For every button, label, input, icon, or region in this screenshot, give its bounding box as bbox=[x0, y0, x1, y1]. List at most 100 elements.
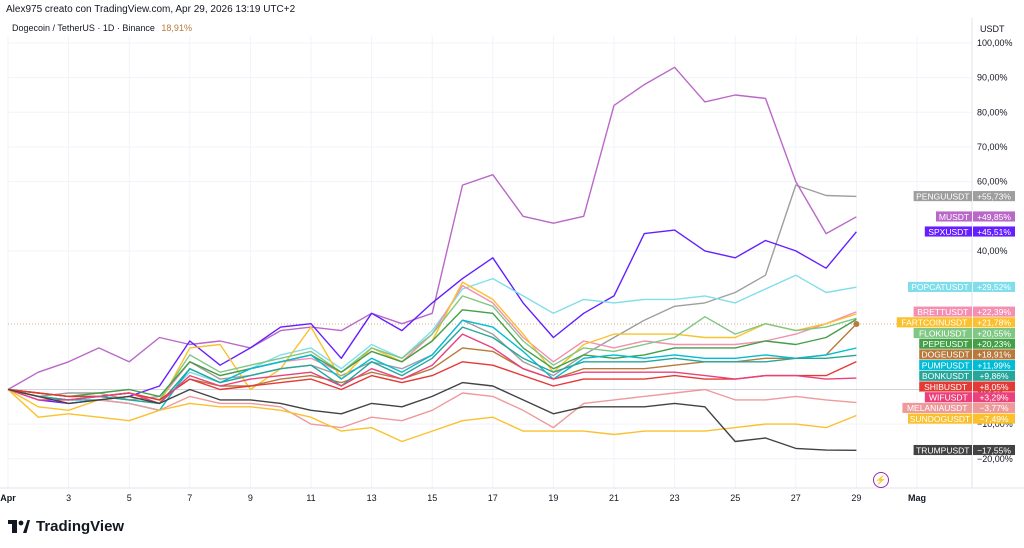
series-line-spxusdt[interactable] bbox=[7, 229, 857, 405]
series-value-tag: −3,77% bbox=[979, 403, 1009, 413]
x-tick-label: 19 bbox=[548, 493, 558, 503]
series-line-trumpusdt[interactable] bbox=[7, 381, 857, 451]
tradingview-logo-icon bbox=[8, 519, 30, 533]
series-name-tag: DOGEUSDT bbox=[922, 350, 970, 360]
series-line-sundogusdt[interactable] bbox=[7, 388, 857, 443]
series-name-tag: PENGUUSDT bbox=[916, 191, 969, 201]
y-tick-label: 40,00% bbox=[977, 246, 1008, 256]
symbol-change: 18,91% bbox=[161, 23, 192, 33]
x-tick-label: 11 bbox=[306, 493, 315, 503]
series-value-tag-bg bbox=[973, 317, 1015, 328]
x-tick-label: 7 bbox=[187, 493, 192, 503]
series-tag-brettusdt: BRETTUSDT +22,39% bbox=[913, 306, 1015, 317]
series-value-tag: −17,55% bbox=[977, 445, 1011, 455]
series-line-bonkusdt[interactable] bbox=[7, 326, 857, 405]
series-value-tag-bg bbox=[973, 360, 1015, 371]
series-name-tag-bg bbox=[919, 349, 972, 360]
series-line-musdt[interactable] bbox=[7, 66, 857, 391]
symbol-legend[interactable]: Dogecoin / TetherUS · 1D · Binance 18,91… bbox=[12, 23, 192, 33]
series-name-tag: MELANIAUSDT bbox=[907, 403, 967, 413]
series-value-tag-bg bbox=[973, 413, 1015, 424]
x-tick-label: 29 bbox=[851, 493, 861, 503]
x-tick-label: Apr bbox=[0, 493, 16, 503]
series-name-tag: PEPEUSDT bbox=[923, 339, 969, 349]
y-tick-label: −10,00% bbox=[977, 419, 1013, 429]
series-value-tag-bg bbox=[973, 402, 1015, 413]
x-tick-label: 23 bbox=[670, 493, 680, 503]
series-value-tag-bg bbox=[973, 281, 1015, 292]
y-tick-label: 70,00% bbox=[977, 142, 1008, 152]
series-value-tag: +9,86% bbox=[979, 371, 1009, 381]
series-tag-melaniausdt: MELANIAUSDT −3,77% bbox=[902, 402, 1015, 413]
series-value-tag: +8,05% bbox=[979, 382, 1009, 392]
series-name-tag: BRETTUSDT bbox=[917, 307, 968, 317]
series-value-tag: +22,39% bbox=[977, 307, 1011, 317]
x-tick-label: 9 bbox=[248, 493, 253, 503]
series-value-tag-bg bbox=[973, 392, 1015, 403]
series-value-tag-bg bbox=[973, 211, 1015, 222]
author-line: Alex975 creato con TradingView.com, Apr … bbox=[6, 4, 296, 15]
lightning-icon[interactable]: ⚡ bbox=[873, 472, 889, 488]
series-name-tag: POPCATUSDT bbox=[911, 282, 968, 292]
series-name-tag: TRUMPUSDT bbox=[916, 445, 969, 455]
series-value-tag-bg bbox=[973, 191, 1015, 202]
series-value-tag-bg bbox=[973, 381, 1015, 392]
y-tick-label: 90,00% bbox=[977, 73, 1008, 83]
series-tag-spxusdt: SPXUSDT +45,51% bbox=[924, 226, 1015, 237]
series-name-tag: MUSDT bbox=[939, 212, 969, 222]
series-tag-popcatusdt: POPCATUSDT +29,52% bbox=[908, 281, 1015, 292]
series-value-tag-bg bbox=[973, 226, 1015, 237]
series-name-tag: SHIBUSDT bbox=[924, 382, 967, 392]
series-name-tag-bg bbox=[924, 392, 972, 403]
series-value-tag-bg bbox=[973, 444, 1015, 456]
series-name-tag-bg bbox=[908, 413, 972, 424]
x-tick-label: 13 bbox=[367, 493, 377, 503]
series-name-tag-bg bbox=[919, 360, 972, 371]
x-tick-label: 3 bbox=[66, 493, 71, 503]
series-name-tag-bg bbox=[913, 444, 972, 456]
series-tag-trumpusdt: TRUMPUSDT −17,55% bbox=[913, 444, 1015, 456]
x-tick-label: 17 bbox=[488, 493, 498, 503]
series-name-tag-bg bbox=[913, 191, 972, 202]
series-tag-dogeusdt: DOGEUSDT +18,91% bbox=[919, 349, 1015, 360]
series-name-tag: SPXUSDT bbox=[928, 227, 968, 237]
series-tag-bonkusdt: BONKUSDT +9,86% bbox=[919, 370, 1015, 381]
series-name-tag-bg bbox=[919, 338, 972, 349]
series-line-melaniausdt[interactable] bbox=[7, 388, 857, 429]
y-tick-label: 60,00% bbox=[977, 177, 1008, 187]
series-line-shibusdt[interactable] bbox=[7, 360, 857, 401]
series-name-tag-bg bbox=[896, 317, 972, 328]
x-tick-label: 27 bbox=[791, 493, 801, 503]
series-tag-musdt: MUSDT +49,85% bbox=[936, 211, 1015, 222]
series-name-tag-bg bbox=[919, 381, 972, 392]
x-tick-label: 5 bbox=[127, 493, 132, 503]
series-value-tag-bg bbox=[973, 338, 1015, 349]
series-name-tag-bg bbox=[919, 370, 972, 381]
x-tick-label: 21 bbox=[609, 493, 619, 503]
series-name-tag: FLOKIUSDT bbox=[919, 328, 967, 338]
series-value-tag: +20,55% bbox=[977, 328, 1011, 338]
series-tag-wifusdt: WIFUSDT +3,29% bbox=[924, 392, 1015, 403]
logo-text: TradingView bbox=[36, 518, 125, 535]
y-tick-label: 100,00% bbox=[977, 38, 1013, 48]
series-value-tag: +20,23% bbox=[977, 339, 1011, 349]
series-tag-flokiusdt: FLOKIUSDT +20,55% bbox=[913, 327, 1015, 339]
series-name-tag: SUNDOGUSDT bbox=[910, 414, 970, 424]
series-name-tag-bg bbox=[902, 402, 972, 413]
x-tick-label: 25 bbox=[730, 493, 740, 503]
series-value-tag-bg bbox=[973, 306, 1015, 317]
series-name-tag-bg bbox=[924, 226, 972, 237]
symbol-name: Dogecoin / TetherUS · 1D · Binance bbox=[12, 23, 155, 33]
series-name-tag-bg bbox=[913, 306, 972, 317]
x-tick-label: Mag bbox=[908, 493, 926, 503]
series-line-wifusdt[interactable] bbox=[7, 333, 857, 405]
series-name-tag-bg bbox=[908, 281, 972, 292]
doge-last-point bbox=[853, 320, 860, 327]
series-line-pepeusdt[interactable] bbox=[7, 309, 857, 398]
series-name-tag: PUMPUSDT bbox=[922, 360, 970, 370]
series-name-tag: FARTCOINUSDT bbox=[901, 318, 967, 328]
series-value-tag: −7,49% bbox=[979, 414, 1009, 424]
series-value-tag-bg bbox=[973, 327, 1015, 339]
series-name-tag: WIFUSDT bbox=[929, 393, 968, 403]
